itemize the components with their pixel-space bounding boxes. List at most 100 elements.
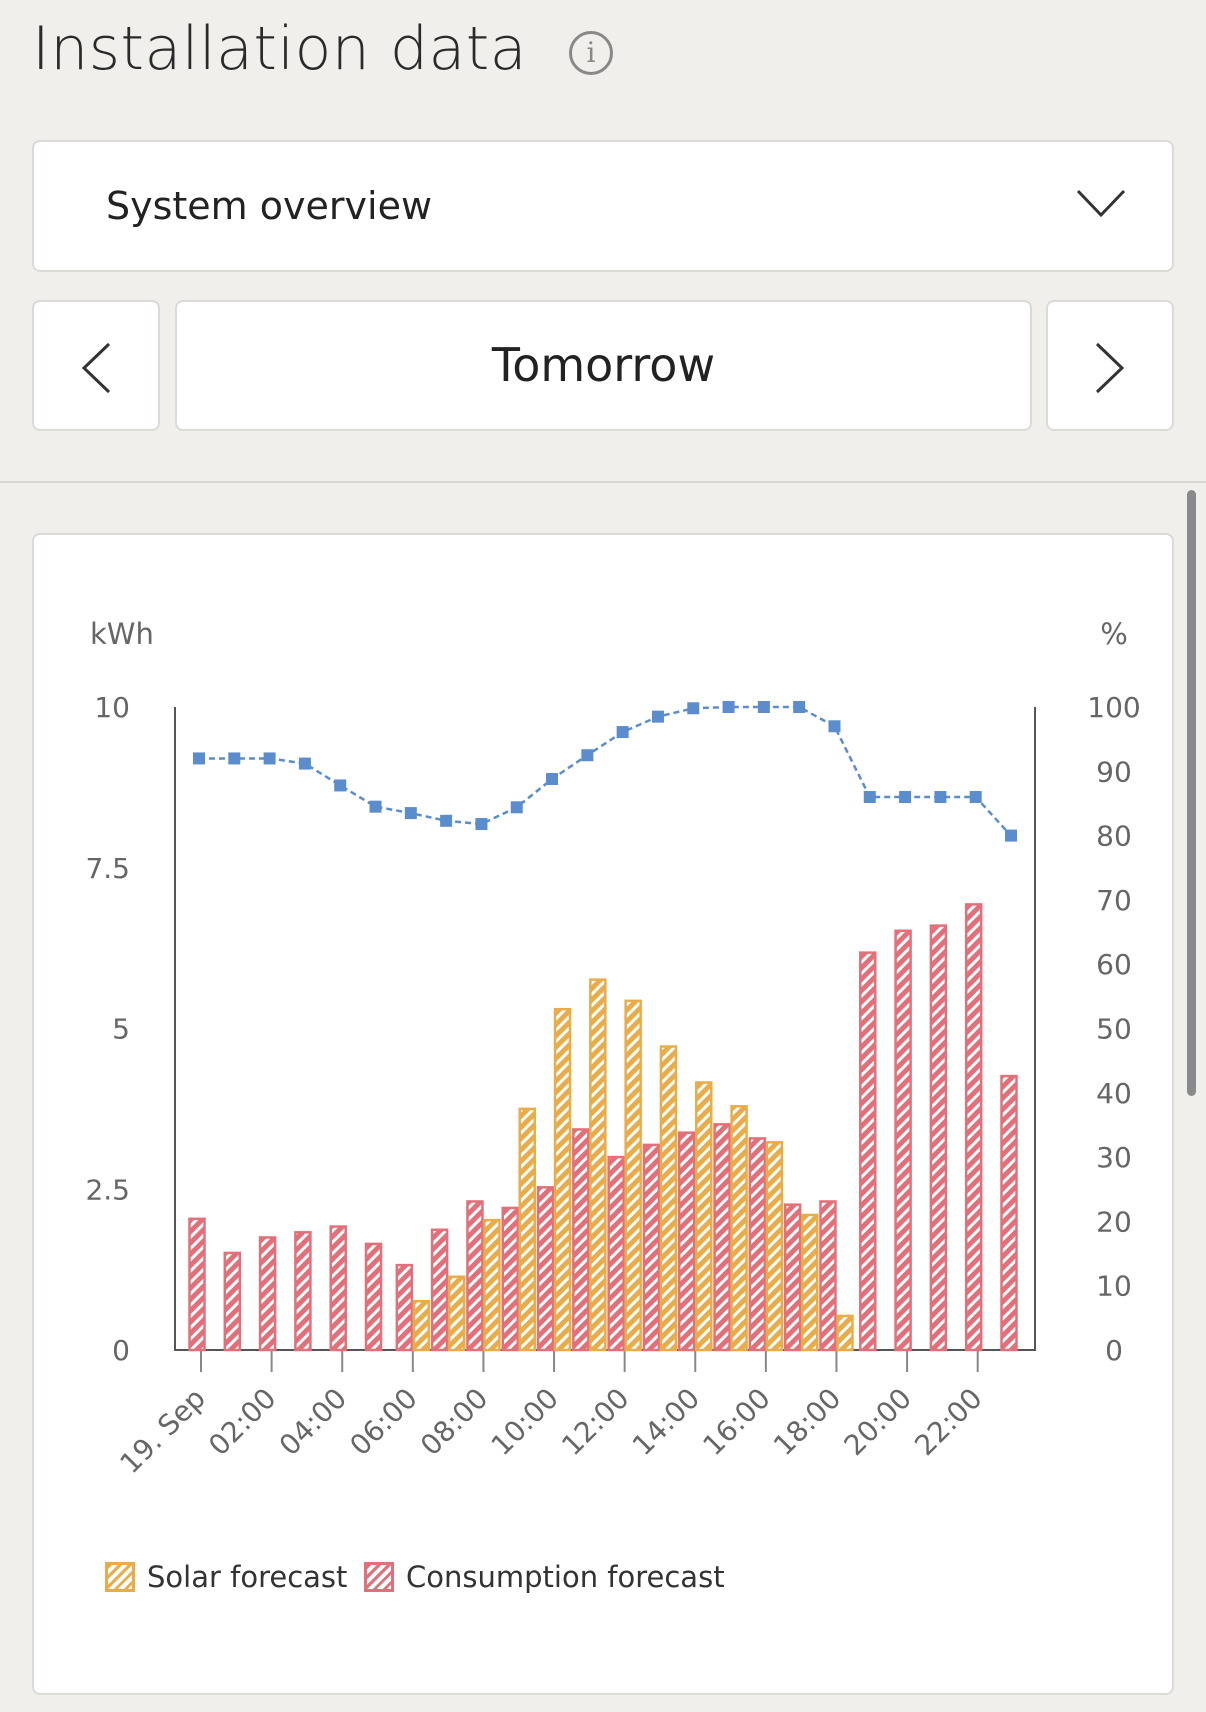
soc-line xyxy=(199,705,1012,837)
legend-item-consumption[interactable]: Consumption forecast xyxy=(364,1560,725,1594)
soc-point xyxy=(298,757,311,770)
consumption-bar xyxy=(713,1123,731,1352)
consumption-bar xyxy=(1000,1074,1018,1352)
soc-point xyxy=(934,791,947,804)
solar-bar xyxy=(765,1141,784,1352)
right-tick-label: 20 xyxy=(1096,1205,1132,1238)
info-icon[interactable]: i xyxy=(569,31,613,75)
left-tick-label: 5 xyxy=(112,1013,130,1046)
divider xyxy=(0,481,1206,483)
x-tick-label: 02:00 xyxy=(202,1382,282,1462)
right-tick-label: 100 xyxy=(1087,691,1140,724)
consumption-bar xyxy=(819,1200,837,1352)
consumption-bar xyxy=(329,1225,347,1352)
right-axis-label: % xyxy=(1100,617,1128,651)
x-tick-label: 18:00 xyxy=(767,1382,847,1462)
legend-item-solar[interactable]: Solar forecast xyxy=(105,1560,347,1594)
soc-point xyxy=(757,701,770,713)
solar-bar xyxy=(624,999,642,1352)
view-select-value: System overview xyxy=(106,184,433,228)
solar-bar xyxy=(800,1213,819,1352)
consumption-bar xyxy=(964,903,983,1352)
soc-point xyxy=(510,801,523,814)
right-tick-label: 50 xyxy=(1096,1013,1132,1046)
consumption-bar xyxy=(783,1203,802,1352)
right-tick-label: 80 xyxy=(1096,820,1132,853)
left-tick-label: 7.5 xyxy=(85,852,130,885)
view-select-dropdown[interactable]: System overview xyxy=(32,140,1174,272)
chevron-down-icon xyxy=(1076,189,1126,218)
consumption-bar xyxy=(929,924,948,1352)
x-tick-label: 16:00 xyxy=(696,1382,776,1462)
soc-point xyxy=(193,752,205,765)
soc-point xyxy=(969,791,982,804)
soc-point xyxy=(404,807,417,820)
scrollbar[interactable] xyxy=(1187,490,1196,1096)
period-selector[interactable]: Tomorrow xyxy=(175,300,1032,431)
solar-bar xyxy=(589,978,607,1352)
solar-bar xyxy=(518,1107,536,1352)
x-tick-label: 14:00 xyxy=(626,1382,706,1462)
solar-bar xyxy=(659,1045,678,1352)
consumption-bar xyxy=(678,1131,696,1352)
solar-bar xyxy=(836,1314,854,1352)
consumption-bar xyxy=(430,1228,449,1352)
solar-bar xyxy=(695,1081,713,1352)
consumption-bar xyxy=(859,951,877,1352)
soc-point xyxy=(440,814,453,827)
consumption-bar xyxy=(395,1263,414,1352)
soc-point xyxy=(369,800,382,813)
consumption-bar xyxy=(894,929,912,1352)
consumption-bar xyxy=(258,1236,277,1352)
consumption-bar xyxy=(466,1200,484,1352)
soc-point xyxy=(722,701,735,713)
soc-point xyxy=(263,752,276,765)
x-tick-label: 08:00 xyxy=(414,1382,494,1462)
solar-bar xyxy=(412,1299,431,1352)
consumption-legend-swatch xyxy=(364,1562,394,1592)
soc-point xyxy=(687,702,700,715)
soc-point xyxy=(475,818,488,831)
consumption-bar xyxy=(572,1128,590,1352)
legend-label-solar: Solar forecast xyxy=(147,1560,348,1594)
legend-label-consumption: Consumption forecast xyxy=(406,1560,725,1594)
right-tick-label: 90 xyxy=(1096,755,1132,788)
left-tick-label: 10 xyxy=(94,691,130,724)
consumption-bar xyxy=(607,1155,625,1352)
x-tick-label: 12:00 xyxy=(555,1382,635,1462)
right-tick-label: 40 xyxy=(1096,1077,1132,1110)
consumption-bar xyxy=(501,1206,519,1352)
x-tick-label: 10:00 xyxy=(485,1382,565,1462)
consumption-bar xyxy=(364,1242,383,1352)
right-tick-label: 10 xyxy=(1096,1270,1132,1303)
right-tick-label: 0 xyxy=(1105,1334,1123,1367)
soc-point xyxy=(228,752,241,765)
left-axis-label: kWh xyxy=(90,617,154,651)
next-period-button[interactable] xyxy=(1046,300,1174,431)
x-tick-label: 19. Sep xyxy=(114,1382,212,1480)
previous-period-button[interactable] xyxy=(32,300,160,431)
right-tick-label: 60 xyxy=(1096,948,1132,981)
consumption-bar xyxy=(748,1137,767,1352)
soc-point xyxy=(616,726,629,739)
x-tick-label: 04:00 xyxy=(273,1382,353,1462)
solar-bar xyxy=(447,1275,466,1352)
consumption-bar xyxy=(642,1143,661,1352)
x-tick-label: 22:00 xyxy=(908,1382,988,1462)
left-tick-label: 2.5 xyxy=(85,1173,130,1206)
solar-bar xyxy=(553,1007,572,1352)
period-label: Tomorrow xyxy=(491,338,716,392)
soc-point xyxy=(334,779,347,792)
consumption-bar xyxy=(536,1186,555,1352)
left-tick-label: 0 xyxy=(112,1334,130,1367)
soc-point xyxy=(793,701,806,713)
soc-point xyxy=(651,710,664,723)
x-tick-label: 20:00 xyxy=(838,1382,918,1462)
chevron-left-icon xyxy=(81,342,111,394)
consumption-bar xyxy=(294,1231,312,1352)
solar-bar xyxy=(483,1218,501,1352)
chevron-right-icon xyxy=(1095,342,1125,394)
solar-legend-swatch xyxy=(105,1562,135,1592)
soc-point xyxy=(1005,829,1017,842)
